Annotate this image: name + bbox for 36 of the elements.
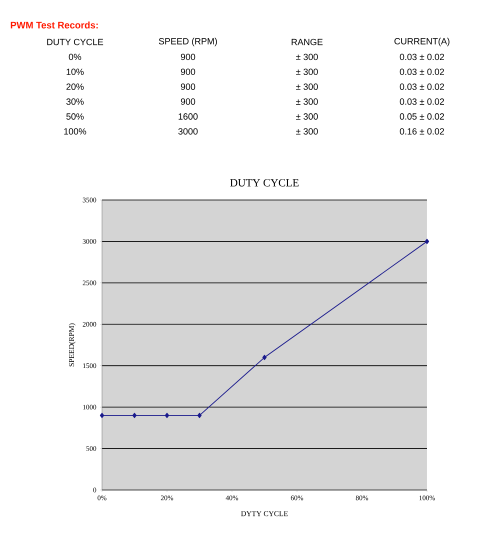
point [164,412,170,418]
text: DUTY CYCLE [47,38,104,46]
point [100,412,104,418]
text: 10% [66,68,84,75]
point [197,412,202,418]
text: CURRENT(A) [394,38,450,46]
text: 50% [66,113,84,120]
text: 0.03 ± 0.02 [400,84,444,90]
text: 100% [64,128,86,135]
text: ± 300 [296,84,318,90]
text: ± 300 [296,98,318,105]
text: RANGE [292,38,323,46]
text: PWM Test Records: [10,22,98,28]
text: 900 [180,98,196,105]
text: 0.03 ± 0.02 [400,68,444,75]
point [424,238,430,244]
text: 20% [66,84,84,90]
point [132,412,137,418]
text: 1600 [178,113,198,120]
text: SPEED (RPM) [158,38,217,46]
text: 0.16 ± 0.02 [400,128,444,135]
text: 900 [180,54,196,60]
text: 900 [180,84,196,90]
text: 0.03 ± 0.02 [400,54,444,60]
text: ± 300 [296,54,318,60]
text: 900 [180,68,196,75]
text: ± 300 [296,128,318,135]
text: 3000 [178,128,198,135]
text: 0% [68,54,82,60]
text: ± 300 [296,68,318,75]
text: 0.03 ± 0.02 [400,98,444,105]
point [262,354,267,360]
chart-title: DUTY CYCLE [230,179,299,186]
text: 30% [66,98,84,105]
text: ± 300 [296,113,318,120]
text: 0.05 ± 0.02 [400,113,444,120]
